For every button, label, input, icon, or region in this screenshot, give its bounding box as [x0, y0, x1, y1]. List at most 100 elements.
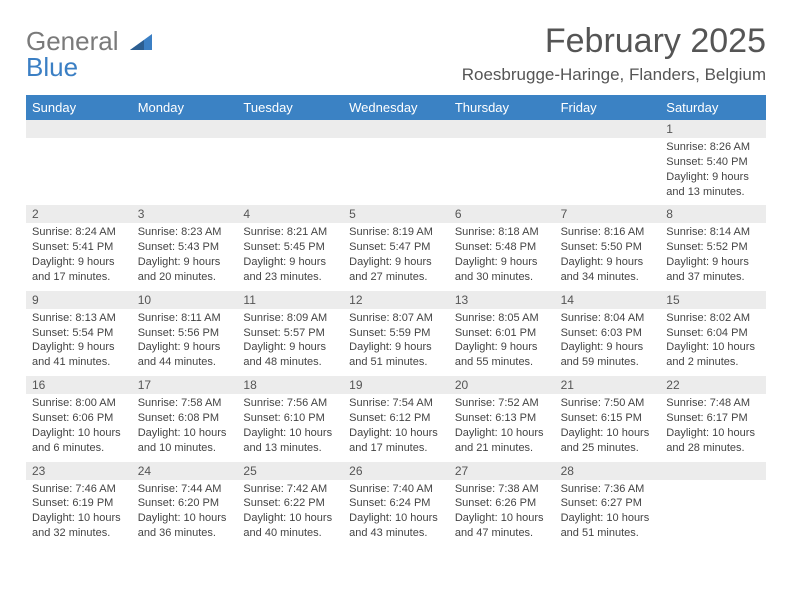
- weekday-header-row: SundayMondayTuesdayWednesdayThursdayFrid…: [26, 95, 766, 120]
- weekday-header: Wednesday: [343, 95, 449, 120]
- day-number: 5: [343, 205, 449, 223]
- sunrise-text: Sunrise: 8:19 AM: [349, 225, 443, 240]
- sunrise-text: Sunrise: 8:05 AM: [455, 311, 549, 326]
- day-cell: [660, 462, 766, 547]
- daylight-text: Daylight: 10 hours and 10 minutes.: [138, 426, 232, 456]
- day-cell: [132, 120, 238, 205]
- sunrise-text: Sunrise: 8:09 AM: [243, 311, 337, 326]
- day-number: 16: [26, 376, 132, 394]
- day-cell: 27Sunrise: 7:38 AMSunset: 6:26 PMDayligh…: [449, 462, 555, 547]
- day-cell: 6Sunrise: 8:18 AMSunset: 5:48 PMDaylight…: [449, 205, 555, 290]
- day-number: 8: [660, 205, 766, 223]
- day-cell: [449, 120, 555, 205]
- daylight-text: Daylight: 10 hours and 21 minutes.: [455, 426, 549, 456]
- calendar-week: 9Sunrise: 8:13 AMSunset: 5:54 PMDaylight…: [26, 291, 766, 376]
- day-body: Sunrise: 8:09 AMSunset: 5:57 PMDaylight:…: [237, 309, 343, 376]
- day-number: [343, 120, 449, 138]
- daylight-text: Daylight: 10 hours and 32 minutes.: [32, 511, 126, 541]
- day-number: [26, 120, 132, 138]
- sunset-text: Sunset: 6:22 PM: [243, 496, 337, 511]
- sunset-text: Sunset: 6:10 PM: [243, 411, 337, 426]
- day-body: Sunrise: 7:38 AMSunset: 6:26 PMDaylight:…: [449, 480, 555, 547]
- day-number: 28: [555, 462, 661, 480]
- day-number: 6: [449, 205, 555, 223]
- day-body: Sunrise: 8:19 AMSunset: 5:47 PMDaylight:…: [343, 223, 449, 290]
- sunrise-text: Sunrise: 7:56 AM: [243, 396, 337, 411]
- sunrise-text: Sunrise: 7:48 AM: [666, 396, 760, 411]
- sunset-text: Sunset: 6:24 PM: [349, 496, 443, 511]
- day-body: [449, 138, 555, 196]
- day-body: Sunrise: 7:44 AMSunset: 6:20 PMDaylight:…: [132, 480, 238, 547]
- sunset-text: Sunset: 6:06 PM: [32, 411, 126, 426]
- sunrise-text: Sunrise: 7:54 AM: [349, 396, 443, 411]
- day-cell: 16Sunrise: 8:00 AMSunset: 6:06 PMDayligh…: [26, 376, 132, 461]
- day-body: Sunrise: 8:00 AMSunset: 6:06 PMDaylight:…: [26, 394, 132, 461]
- day-cell: 9Sunrise: 8:13 AMSunset: 5:54 PMDaylight…: [26, 291, 132, 376]
- day-body: [237, 138, 343, 196]
- day-body: Sunrise: 7:56 AMSunset: 6:10 PMDaylight:…: [237, 394, 343, 461]
- daylight-text: Daylight: 9 hours and 41 minutes.: [32, 340, 126, 370]
- calendar-week: 16Sunrise: 8:00 AMSunset: 6:06 PMDayligh…: [26, 376, 766, 461]
- day-body: Sunrise: 8:14 AMSunset: 5:52 PMDaylight:…: [660, 223, 766, 290]
- sunset-text: Sunset: 6:13 PM: [455, 411, 549, 426]
- day-number: 24: [132, 462, 238, 480]
- logo: General Blue: [26, 28, 152, 80]
- sunrise-text: Sunrise: 8:23 AM: [138, 225, 232, 240]
- day-body: Sunrise: 8:18 AMSunset: 5:48 PMDaylight:…: [449, 223, 555, 290]
- logo-text: General Blue: [26, 28, 152, 80]
- title-block: February 2025 Roesbrugge-Haringe, Flande…: [462, 22, 766, 85]
- sunrise-text: Sunrise: 8:21 AM: [243, 225, 337, 240]
- day-body: [660, 480, 766, 538]
- day-number: 25: [237, 462, 343, 480]
- daylight-text: Daylight: 10 hours and 25 minutes.: [561, 426, 655, 456]
- day-cell: 14Sunrise: 8:04 AMSunset: 6:03 PMDayligh…: [555, 291, 661, 376]
- day-cell: 26Sunrise: 7:40 AMSunset: 6:24 PMDayligh…: [343, 462, 449, 547]
- day-cell: 18Sunrise: 7:56 AMSunset: 6:10 PMDayligh…: [237, 376, 343, 461]
- day-body: Sunrise: 7:46 AMSunset: 6:19 PMDaylight:…: [26, 480, 132, 547]
- sunrise-text: Sunrise: 7:58 AM: [138, 396, 232, 411]
- day-cell: 4Sunrise: 8:21 AMSunset: 5:45 PMDaylight…: [237, 205, 343, 290]
- sunset-text: Sunset: 5:50 PM: [561, 240, 655, 255]
- sunset-text: Sunset: 5:48 PM: [455, 240, 549, 255]
- day-number: [555, 120, 661, 138]
- day-number: 27: [449, 462, 555, 480]
- day-body: Sunrise: 8:11 AMSunset: 5:56 PMDaylight:…: [132, 309, 238, 376]
- day-cell: [237, 120, 343, 205]
- sunrise-text: Sunrise: 7:46 AM: [32, 482, 126, 497]
- day-number: 14: [555, 291, 661, 309]
- sunset-text: Sunset: 5:52 PM: [666, 240, 760, 255]
- day-body: Sunrise: 7:52 AMSunset: 6:13 PMDaylight:…: [449, 394, 555, 461]
- sunset-text: Sunset: 6:19 PM: [32, 496, 126, 511]
- sunset-text: Sunset: 5:45 PM: [243, 240, 337, 255]
- day-body: [343, 138, 449, 196]
- daylight-text: Daylight: 9 hours and 17 minutes.: [32, 255, 126, 285]
- day-body: Sunrise: 7:50 AMSunset: 6:15 PMDaylight:…: [555, 394, 661, 461]
- sunset-text: Sunset: 6:04 PM: [666, 326, 760, 341]
- day-body: Sunrise: 8:02 AMSunset: 6:04 PMDaylight:…: [660, 309, 766, 376]
- day-cell: 2Sunrise: 8:24 AMSunset: 5:41 PMDaylight…: [26, 205, 132, 290]
- day-cell: 3Sunrise: 8:23 AMSunset: 5:43 PMDaylight…: [132, 205, 238, 290]
- daylight-text: Daylight: 10 hours and 2 minutes.: [666, 340, 760, 370]
- sunrise-text: Sunrise: 8:07 AM: [349, 311, 443, 326]
- sunset-text: Sunset: 5:54 PM: [32, 326, 126, 341]
- day-cell: 21Sunrise: 7:50 AMSunset: 6:15 PMDayligh…: [555, 376, 661, 461]
- sunset-text: Sunset: 6:08 PM: [138, 411, 232, 426]
- daylight-text: Daylight: 10 hours and 40 minutes.: [243, 511, 337, 541]
- day-body: Sunrise: 7:54 AMSunset: 6:12 PMDaylight:…: [343, 394, 449, 461]
- day-number: 3: [132, 205, 238, 223]
- sunset-text: Sunset: 6:27 PM: [561, 496, 655, 511]
- sunrise-text: Sunrise: 8:24 AM: [32, 225, 126, 240]
- daylight-text: Daylight: 9 hours and 30 minutes.: [455, 255, 549, 285]
- day-body: Sunrise: 8:05 AMSunset: 6:01 PMDaylight:…: [449, 309, 555, 376]
- daylight-text: Daylight: 9 hours and 44 minutes.: [138, 340, 232, 370]
- day-number: [660, 462, 766, 480]
- day-body: Sunrise: 8:13 AMSunset: 5:54 PMDaylight:…: [26, 309, 132, 376]
- header: General Blue February 2025 Roesbrugge-Ha…: [26, 22, 766, 85]
- day-cell: 10Sunrise: 8:11 AMSunset: 5:56 PMDayligh…: [132, 291, 238, 376]
- day-cell: 17Sunrise: 7:58 AMSunset: 6:08 PMDayligh…: [132, 376, 238, 461]
- sunrise-text: Sunrise: 8:16 AM: [561, 225, 655, 240]
- day-body: [555, 138, 661, 196]
- month-title: February 2025: [462, 22, 766, 61]
- day-number: 10: [132, 291, 238, 309]
- day-number: 7: [555, 205, 661, 223]
